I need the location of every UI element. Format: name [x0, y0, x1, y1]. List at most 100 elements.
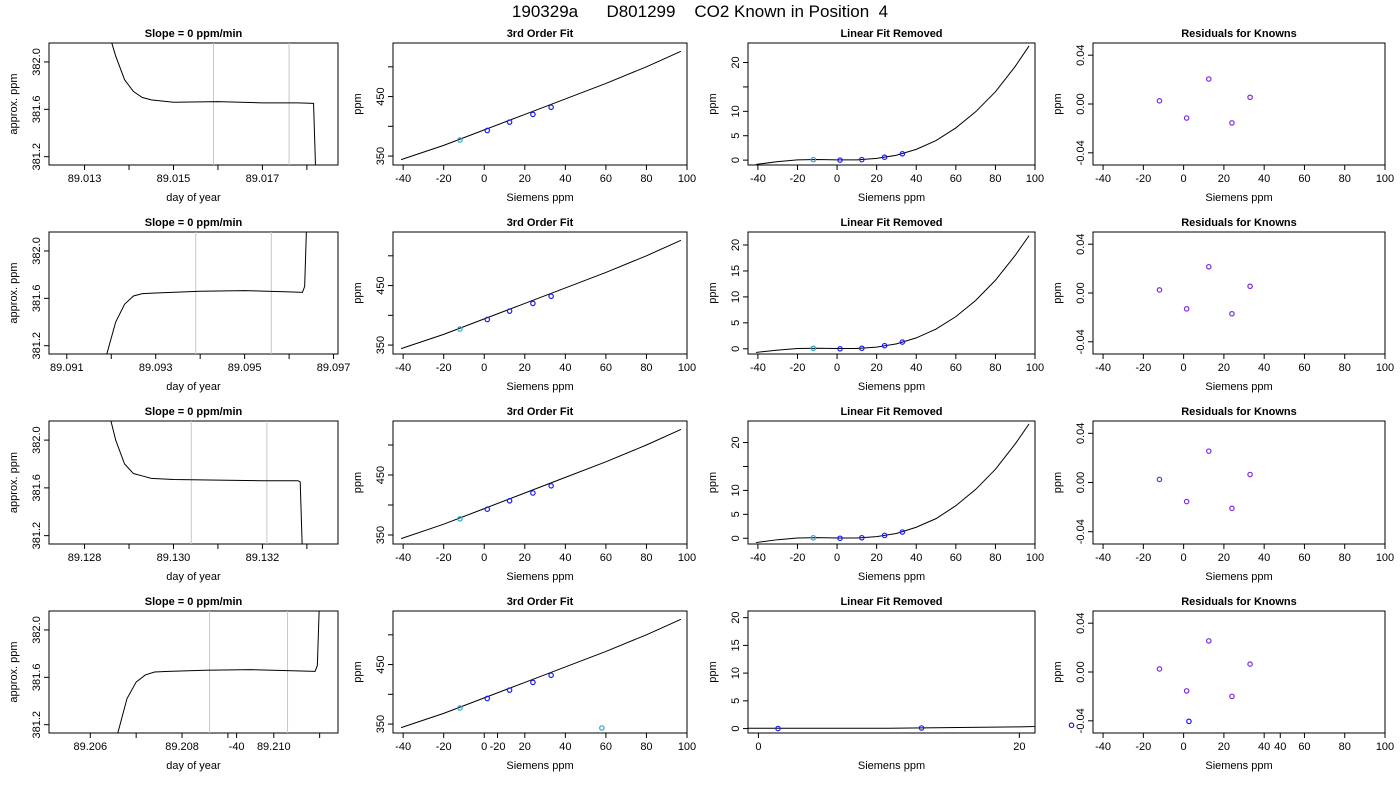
- y-tick-label: 350: [375, 147, 387, 165]
- x-tick-label: -20: [1135, 362, 1151, 374]
- series-line: [755, 423, 1030, 544]
- y-tick-label: 0.04: [1075, 612, 1087, 633]
- panel-title: Residuals for Knowns: [1181, 596, 1297, 608]
- data-point: [1183, 115, 1190, 121]
- panel-time-series-1: 89.013 89.015 89.017 381.2 381.6 382.0 Slope =…: [8, 28, 339, 204]
- data-point: [1229, 120, 1235, 126]
- panel-residuals-3: -40 -20 0 20 40 60 80 100 -0.04 0.00 0.04 Residuals…: [1052, 406, 1394, 583]
- x-tick-label: 100: [1376, 362, 1394, 374]
- y-tick-label: -0.04: [1075, 708, 1087, 733]
- panel-cubic-fit-3: -40 -20 0 20 40 60 80 100 350 450 3rd Order Fit Sie…: [352, 406, 696, 583]
- y-tick-label: 0: [730, 157, 742, 163]
- x-tick-label: 20: [1218, 173, 1230, 185]
- plot-frame: [1092, 420, 1386, 545]
- data-point: [1183, 688, 1190, 694]
- plot-frame: [48, 420, 339, 545]
- y-tick-label: 0.04: [1075, 44, 1087, 65]
- x-tick-label: 100: [1026, 362, 1044, 374]
- plot-frame: [48, 42, 339, 166]
- series-line: [400, 50, 682, 161]
- x-tick-label: 0: [1181, 741, 1187, 753]
- data-point: [548, 293, 554, 300]
- x-tick-label: 89.095: [228, 362, 262, 374]
- panel-linear-removed-1: -40 -20 0 20 40 60 80 100 0 5 10 20 Linear Fit Remov…: [707, 28, 1044, 204]
- data-point: [599, 725, 605, 731]
- x-tick-label: 40: [1258, 741, 1270, 753]
- x-tick-label: -40: [750, 173, 766, 185]
- x-tick-label: 80: [989, 362, 1001, 374]
- data-point: [548, 482, 554, 489]
- series-line: [117, 611, 320, 733]
- data-point: [484, 316, 491, 323]
- data-point: [1247, 471, 1253, 478]
- y-axis-label: ppm: [1052, 661, 1064, 682]
- data-point: [881, 342, 888, 349]
- x-tick-label: 89.015: [157, 173, 191, 185]
- x-tick-label: 40: [1258, 173, 1270, 185]
- data-point: [1183, 306, 1190, 312]
- data-point: [484, 506, 491, 513]
- x-tick-label: 20: [871, 173, 883, 185]
- panel-residuals-2: -40 -20 0 20 40 60 80 100 -0.04 0.00 0.04 Residuals…: [1052, 217, 1394, 393]
- panel-title: Residuals for Knowns: [1181, 406, 1297, 418]
- x-tick-label: 60: [600, 741, 612, 753]
- y-tick-label: 0.04: [1075, 423, 1087, 444]
- y-tick-label: 381.2: [31, 522, 43, 550]
- y-tick-label: 10: [730, 291, 742, 303]
- y-tick-label: -0.04: [1075, 140, 1087, 165]
- x-tick-label: 89.017: [246, 173, 280, 185]
- series-line: [400, 239, 682, 350]
- series-line: [400, 428, 682, 540]
- x-tick-label: 100: [678, 552, 696, 564]
- y-axis-label: ppm: [352, 472, 364, 493]
- x-tick-label: -20: [790, 173, 806, 185]
- x-tick-label: 60: [1298, 173, 1310, 185]
- y-tick-label: 0: [730, 346, 742, 352]
- data-point: [1068, 722, 1075, 729]
- y-tick-label: 381.6: [31, 96, 43, 124]
- x-tick-label: 80: [1339, 173, 1351, 185]
- x-tick-label: 100: [1026, 552, 1044, 564]
- plot-frame: [392, 420, 688, 545]
- y-axis-label: ppm: [352, 661, 364, 682]
- x-tick-label: 89.097: [317, 362, 351, 374]
- panel-linear-removed-2: -40 -20 0 20 40 60 80 100 0 5 10 15 20 Linear Fit Rem…: [707, 217, 1044, 393]
- plot-frame: [747, 610, 1036, 734]
- data-point: [1229, 505, 1235, 512]
- data-point: [506, 497, 513, 504]
- data-point: [899, 529, 906, 535]
- x-tick-label: 40: [910, 552, 922, 564]
- series-line: [110, 421, 303, 544]
- series-line: [755, 235, 1030, 353]
- plot-frame: [48, 231, 339, 355]
- x-tick-label: -20: [436, 741, 452, 753]
- x-tick-label: 60: [600, 173, 612, 185]
- y-tick-label: 20: [730, 239, 742, 251]
- y-tick-label: 0.00: [1075, 93, 1087, 114]
- data-point: [810, 345, 817, 352]
- y-axis-label: approx. ppm: [8, 641, 20, 702]
- x-tick-label: 0: [1181, 173, 1187, 185]
- panel-title: Slope = 0 ppm/min: [145, 406, 243, 418]
- panel-title: Slope = 0 ppm/min: [145, 596, 243, 608]
- y-tick-label: 450: [375, 466, 387, 484]
- data-point: [1247, 661, 1253, 667]
- x-tick-label: 80: [1339, 741, 1351, 753]
- x-tick-label: -20: [790, 552, 806, 564]
- y-tick-label: 5: [730, 511, 742, 517]
- y-tick-label: 450: [375, 87, 387, 105]
- data-point: [506, 119, 513, 125]
- y-tick-label: 0.04: [1075, 233, 1087, 254]
- x-tick-label: 20: [1218, 362, 1230, 374]
- data-point: [1247, 283, 1253, 290]
- x-axis-label: Siemens ppm: [1205, 192, 1272, 204]
- data-point: [918, 725, 925, 731]
- x-tick-label: 89.093: [139, 362, 173, 374]
- data-point: [1229, 310, 1235, 317]
- x-axis-label: day of year: [166, 381, 221, 393]
- x-tick-label: 60: [950, 362, 962, 374]
- x-tick-label: 80: [640, 173, 652, 185]
- x-tick-label: -40: [1095, 173, 1111, 185]
- y-tick-label: 382.0: [31, 426, 43, 454]
